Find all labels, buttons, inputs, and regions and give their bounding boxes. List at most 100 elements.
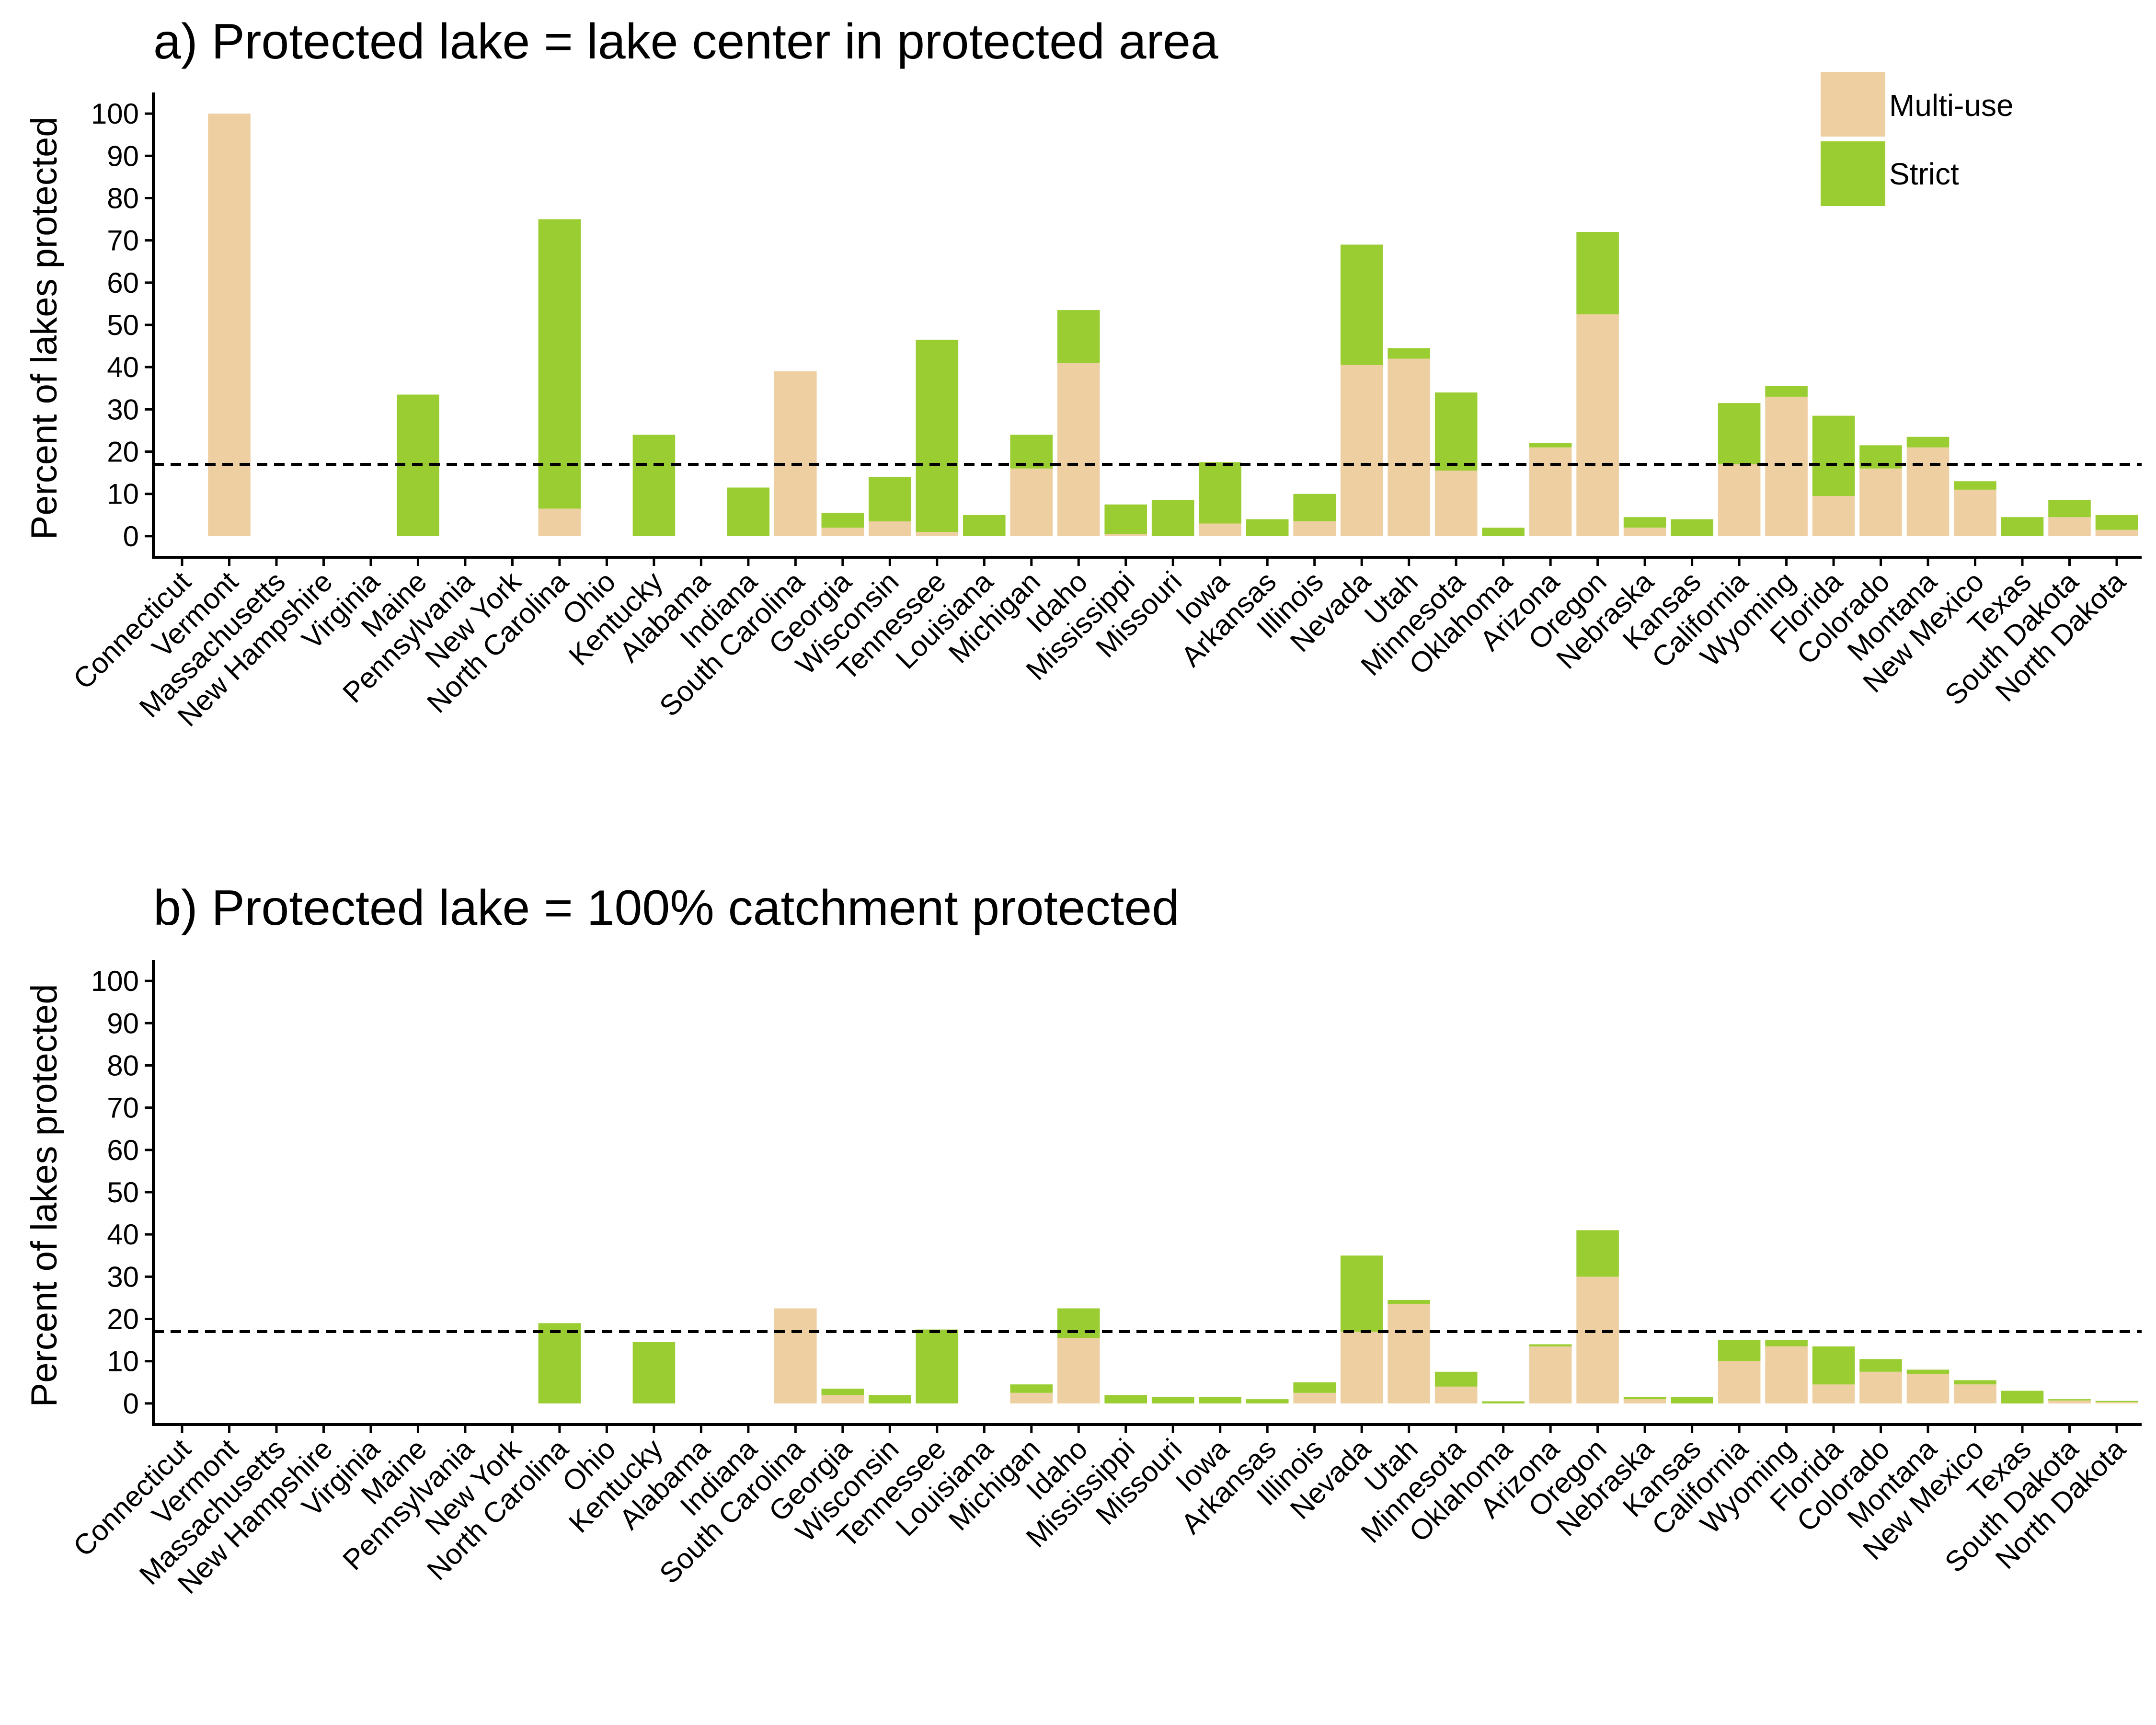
y-tick-label: 50	[107, 1176, 139, 1208]
bar-strict	[1576, 1230, 1619, 1277]
bar-strict	[1151, 500, 1194, 536]
bar-multi-use	[1576, 314, 1619, 536]
y-tick-label: 90	[107, 1007, 139, 1039]
y-tick-label: 90	[107, 140, 139, 172]
bar-strict	[1529, 1344, 1572, 1346]
y-tick-label: 70	[107, 1092, 139, 1124]
bar-strict	[2001, 1391, 2044, 1403]
bar-multi-use	[1010, 1392, 1053, 1403]
chart-panel-a: a) Protected lake = lake center in prote…	[24, 14, 2142, 733]
bar-multi-use	[1293, 521, 1336, 536]
legend-label-strict: Strict	[1889, 157, 1959, 191]
y-tick-label: 60	[107, 267, 139, 299]
bar-multi-use	[1388, 358, 1430, 536]
bar-multi-use	[1010, 468, 1053, 536]
bar-strict	[1623, 1397, 1666, 1400]
bar-multi-use	[2048, 1400, 2091, 1403]
bar-strict	[1246, 1399, 1289, 1403]
bar-strict	[2095, 1401, 2138, 1403]
bar-strict	[1246, 519, 1289, 536]
bar-strict	[1057, 1308, 1100, 1338]
panel-title: a) Protected lake = lake center in prote…	[153, 14, 1218, 69]
bar-strict	[1388, 348, 1430, 359]
bar-strict	[1671, 1397, 1713, 1403]
y-tick-label: 70	[107, 225, 139, 257]
bar-multi-use	[2095, 1402, 2138, 1403]
bar-multi-use	[2095, 529, 2138, 536]
y-tick-label: 40	[107, 1219, 139, 1251]
bar-strict	[1906, 437, 1950, 448]
bar-strict	[632, 435, 676, 536]
bar-strict	[538, 219, 581, 509]
bar-strict	[916, 339, 959, 532]
bar-strict	[632, 1342, 676, 1403]
bar-multi-use	[1434, 1386, 1478, 1403]
bar-strict	[1954, 481, 1996, 490]
bar-strict	[1765, 1340, 1808, 1346]
y-tick-label: 20	[107, 436, 139, 468]
bar-multi-use	[869, 521, 911, 536]
bar-strict	[869, 1395, 911, 1403]
bar-strict	[1340, 244, 1383, 365]
bar-strict	[1388, 1300, 1430, 1304]
y-tick-label: 30	[107, 1261, 139, 1293]
bar-multi-use	[1529, 1346, 1572, 1403]
bar-strict	[2048, 1399, 2091, 1401]
bar-strict	[1151, 1397, 1194, 1403]
bar-multi-use	[1906, 1374, 1950, 1403]
bar-multi-use	[1954, 1384, 1996, 1403]
bar-strict	[1340, 1255, 1383, 1332]
legend-swatch-strict	[1821, 141, 1885, 206]
bar-multi-use	[2048, 517, 2091, 536]
bar-strict	[1623, 517, 1666, 528]
bar-multi-use	[774, 371, 817, 536]
bar-strict	[1010, 1384, 1053, 1393]
bar-strict	[821, 1389, 864, 1395]
bar-strict	[1104, 1395, 1147, 1403]
bar-multi-use	[1859, 1371, 1902, 1403]
bar-strict	[1576, 232, 1619, 314]
bar-strict	[1199, 1397, 1241, 1403]
bar-strict	[1954, 1380, 1996, 1385]
y-tick-label: 0	[123, 520, 139, 552]
legend: Multi-use Strict	[1821, 72, 2014, 206]
bar-strict	[1529, 443, 1572, 448]
bar-multi-use	[1388, 1304, 1430, 1403]
bar-strict	[1199, 462, 1241, 524]
y-axis-title: Percent of lakes protected	[24, 117, 65, 540]
bar-strict	[1812, 415, 1855, 496]
bar-strict	[1293, 494, 1336, 521]
bar-strict	[2095, 515, 2138, 530]
bar-multi-use	[1765, 1346, 1808, 1403]
bar-multi-use	[1057, 363, 1100, 536]
y-tick-label: 50	[107, 309, 139, 341]
y-tick-label: 10	[107, 1346, 139, 1378]
bar-multi-use	[1623, 528, 1666, 536]
panel-title: b) Protected lake = 100% catchment prote…	[153, 880, 1180, 936]
bar-multi-use	[1340, 1332, 1383, 1403]
bar-multi-use	[1718, 464, 1761, 536]
bar-strict	[1482, 1401, 1525, 1403]
bar-strict	[1104, 504, 1147, 534]
y-tick-label: 100	[91, 98, 139, 130]
bar-multi-use	[1812, 1384, 1855, 1403]
bar-multi-use	[538, 508, 581, 536]
bar-multi-use	[1812, 496, 1855, 536]
bar-multi-use	[774, 1308, 817, 1403]
chart-panel-b: b) Protected lake = 100% catchment prote…	[24, 880, 2142, 1600]
legend-swatch-multi-use	[1821, 72, 1885, 137]
y-tick-label: 80	[107, 1049, 139, 1081]
bar-multi-use	[1906, 447, 1950, 536]
bar-strict	[727, 487, 770, 536]
y-tick-label: 20	[107, 1303, 139, 1335]
bar-strict	[1671, 519, 1713, 536]
bar-multi-use	[1859, 468, 1902, 536]
bar-strict	[538, 1323, 581, 1403]
bar-multi-use	[1434, 471, 1478, 536]
bar-multi-use	[1718, 1361, 1761, 1403]
bar-multi-use	[1199, 523, 1241, 536]
bar-multi-use	[1293, 1392, 1336, 1403]
bar-strict	[1057, 310, 1100, 363]
bar-strict	[1718, 403, 1761, 464]
